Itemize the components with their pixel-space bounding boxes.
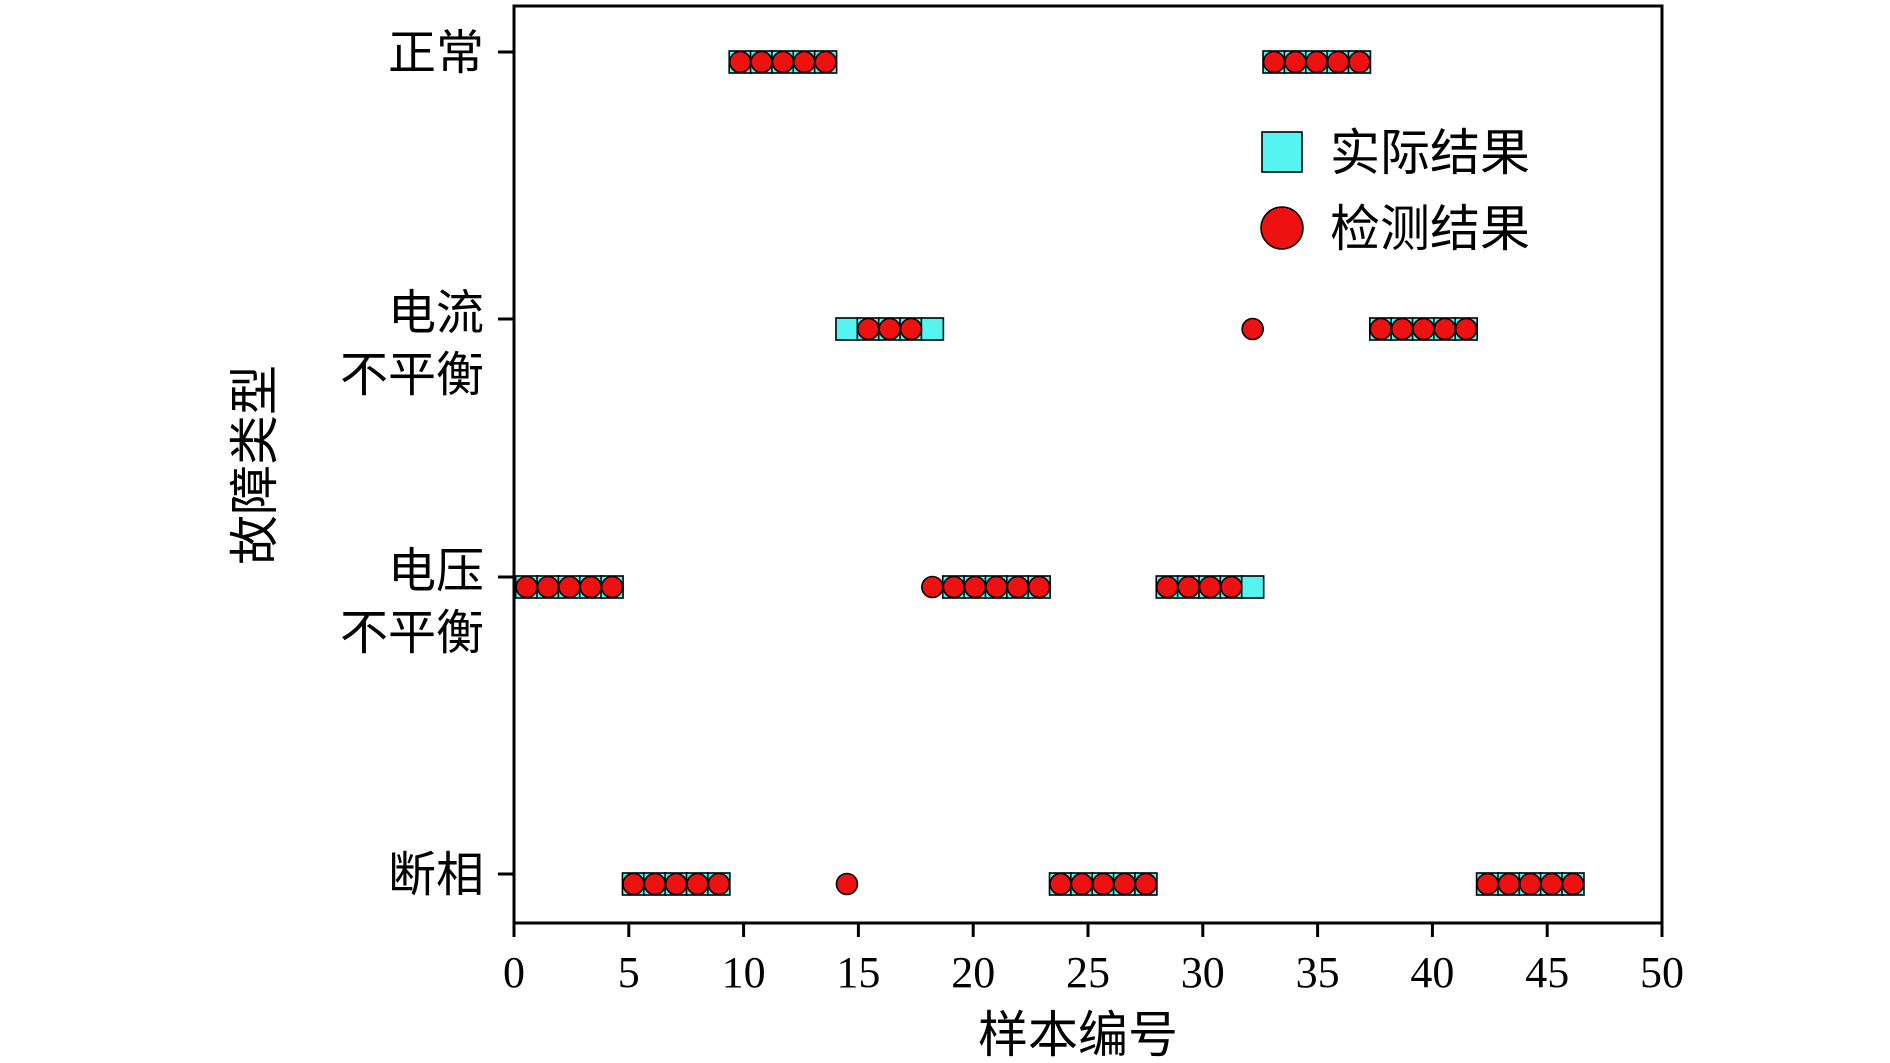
detected-point bbox=[1305, 50, 1329, 74]
detected-point bbox=[728, 50, 752, 74]
x-tick-label: 5 bbox=[618, 948, 640, 997]
legend-detected-marker bbox=[1260, 206, 1304, 250]
y-category-label: 电压 bbox=[388, 543, 484, 599]
x-tick-label: 30 bbox=[1181, 948, 1225, 997]
detected-point bbox=[1070, 872, 1094, 896]
detected-point bbox=[1561, 872, 1585, 896]
detected-point bbox=[1198, 575, 1222, 599]
legend-detected-label: 检测结果 bbox=[1330, 200, 1530, 258]
detected-point bbox=[1134, 872, 1158, 896]
actual-point bbox=[1240, 575, 1265, 599]
x-tick-label: 40 bbox=[1410, 948, 1454, 997]
actual-point bbox=[835, 317, 859, 341]
detected-point bbox=[963, 575, 987, 599]
detected-point bbox=[686, 872, 709, 896]
detected-point bbox=[1220, 575, 1243, 599]
detected-point bbox=[1412, 317, 1435, 341]
x-tick-label: 15 bbox=[836, 948, 880, 997]
x-tick-label: 50 bbox=[1640, 948, 1684, 997]
detected-point bbox=[1518, 872, 1542, 896]
detected-point bbox=[536, 575, 560, 599]
y-category-label: 不平衡 bbox=[340, 347, 484, 403]
detected-point bbox=[643, 872, 667, 896]
detected-point bbox=[1284, 50, 1307, 74]
detected-point bbox=[857, 317, 880, 341]
detected-point bbox=[664, 872, 688, 896]
detected-point bbox=[1091, 872, 1115, 896]
detected-point bbox=[1433, 317, 1457, 341]
y-category-label: 不平衡 bbox=[340, 605, 484, 661]
x-tick-label: 20 bbox=[951, 948, 995, 997]
y-category-label: 电流 bbox=[388, 285, 484, 341]
x-tick-label: 35 bbox=[1296, 948, 1340, 997]
plot-layer bbox=[514, 50, 1585, 896]
x-tick-label: 0 bbox=[503, 948, 525, 997]
detected-point bbox=[1027, 575, 1051, 599]
detected-point bbox=[1390, 317, 1414, 341]
detected-point bbox=[771, 50, 795, 74]
detected-point bbox=[515, 575, 538, 599]
detected-point bbox=[1369, 317, 1393, 341]
detected-point bbox=[899, 317, 923, 341]
detected-point bbox=[942, 575, 966, 599]
actual-point bbox=[920, 317, 945, 341]
detected-point bbox=[1348, 50, 1371, 74]
detected-point bbox=[1326, 50, 1350, 74]
detected-point bbox=[985, 575, 1008, 599]
y-axis-title: 故障类型 bbox=[226, 365, 284, 565]
x-tick-label: 10 bbox=[722, 948, 766, 997]
detected-point bbox=[1006, 575, 1030, 599]
detected-point bbox=[1113, 872, 1136, 896]
detected-point bbox=[1155, 575, 1179, 599]
legend-actual-marker bbox=[1261, 131, 1303, 173]
legend-actual-label: 实际结果 bbox=[1330, 124, 1530, 182]
detected-point bbox=[750, 50, 773, 74]
detected-point bbox=[1476, 872, 1499, 896]
detected-point bbox=[1454, 317, 1478, 341]
detected-point bbox=[579, 575, 603, 599]
detected-point bbox=[707, 872, 731, 896]
y-category-label: 断相 bbox=[388, 847, 484, 903]
detected-point bbox=[558, 575, 581, 599]
y-category-label: 正常 bbox=[388, 25, 484, 81]
detected-point bbox=[1177, 575, 1200, 599]
x-tick-label: 45 bbox=[1525, 948, 1569, 997]
detected-point bbox=[1497, 872, 1521, 896]
detected-point bbox=[814, 50, 837, 74]
detected-point bbox=[1241, 317, 1264, 341]
detected-point bbox=[622, 872, 645, 896]
detected-point bbox=[792, 50, 816, 74]
x-axis-title: 样本编号 bbox=[978, 1006, 1178, 1063]
detected-point bbox=[1540, 872, 1563, 896]
detected-point bbox=[1262, 50, 1286, 74]
detected-point bbox=[600, 575, 624, 599]
axis-layer: 0 5 10 15 20 25 30 35 40 45 50正常电流不平衡电压不平衡断相样本编号故障… bbox=[226, 4, 1684, 1063]
detected-point bbox=[878, 317, 901, 341]
x-tick-label: 25 bbox=[1066, 948, 1110, 997]
detected-point bbox=[835, 872, 859, 896]
detected-point bbox=[1049, 872, 1072, 896]
detected-point bbox=[921, 575, 944, 599]
